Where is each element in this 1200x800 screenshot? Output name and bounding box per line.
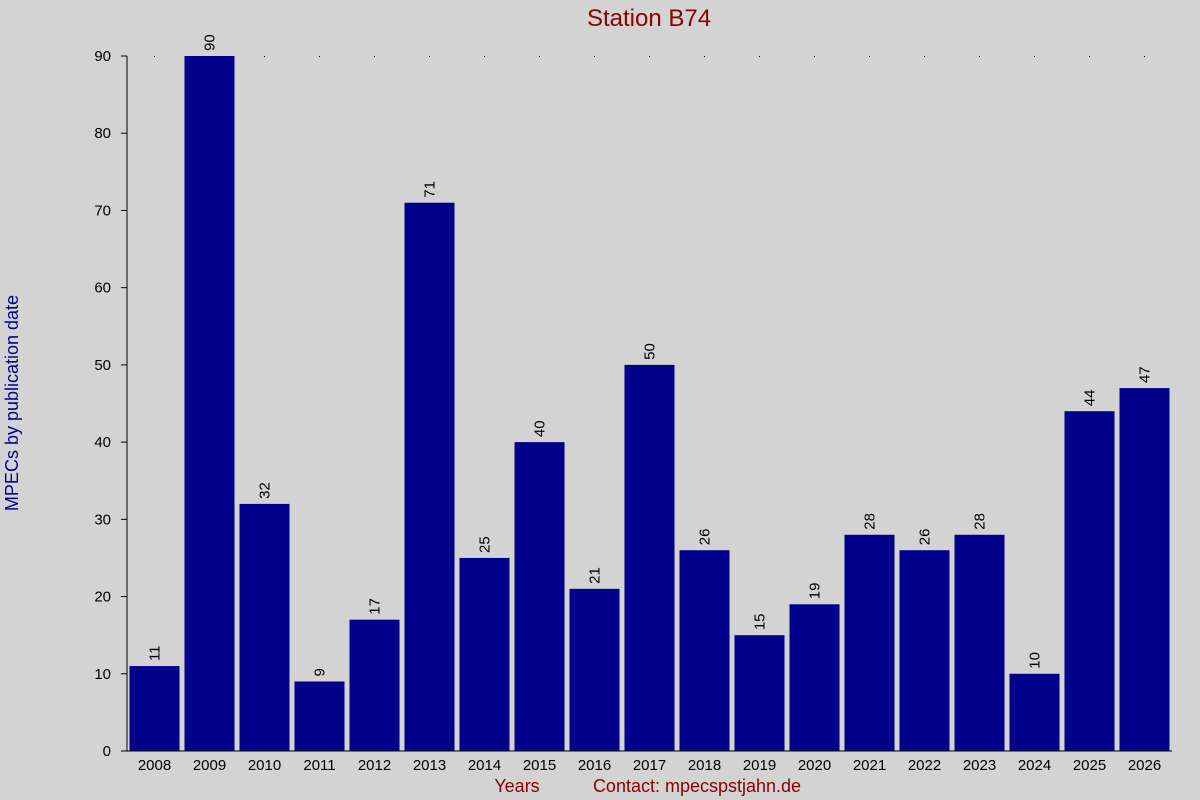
data-label-2010: 32 (257, 482, 274, 499)
data-label-2009: 90 (202, 34, 219, 51)
top-dot (649, 56, 650, 57)
bar-2019 (734, 635, 785, 751)
y-tick-label: 40 (94, 434, 111, 451)
top-dot (209, 56, 210, 57)
y-tick-label: 60 (94, 280, 111, 297)
x-tick-label: 2021 (853, 757, 886, 774)
x-tick-label: 2022 (908, 757, 941, 774)
y-tick-label: 90 (94, 48, 111, 65)
x-tick-label: 2008 (138, 757, 171, 774)
x-tick-label: 2015 (523, 757, 556, 774)
bar-2025 (1064, 411, 1115, 751)
y-tick-label: 10 (94, 666, 111, 683)
y-tick-label: 70 (94, 202, 111, 219)
data-label-2025: 44 (1082, 390, 1099, 407)
top-dot (484, 56, 485, 57)
y-axis-label: MPECs by publication date (2, 295, 22, 511)
data-label-2008: 11 (147, 645, 164, 661)
x-tick-label: 2010 (248, 757, 281, 774)
top-dot (319, 56, 320, 57)
x-axis-label: Years (494, 776, 539, 796)
x-tick-label: 2012 (358, 757, 391, 774)
top-dot (594, 56, 595, 57)
top-dot (374, 56, 375, 57)
data-label-2012: 17 (367, 598, 384, 615)
y-tick-label: 20 (94, 589, 111, 606)
y-tick-label: 0 (103, 743, 111, 760)
x-tick-label: 2011 (303, 757, 335, 774)
data-label-2020: 19 (807, 583, 824, 600)
bar-2021 (844, 534, 895, 751)
bar-2011 (294, 681, 345, 751)
bars-group (129, 56, 1170, 751)
top-dot (814, 56, 815, 57)
x-tick-label: 2016 (578, 757, 611, 774)
bar-2008 (129, 666, 180, 751)
x-tick-label: 2024 (1018, 757, 1051, 774)
top-dot (704, 56, 705, 57)
data-label-2024: 10 (1027, 652, 1044, 669)
top-dot (759, 56, 760, 57)
data-label-2015: 40 (532, 420, 549, 437)
top-dot (1089, 56, 1090, 57)
chart-title: Station B74 (587, 5, 711, 32)
x-tick-label: 2026 (1128, 757, 1161, 774)
top-dot (154, 56, 155, 57)
data-label-2021: 28 (862, 513, 879, 530)
top-dot (1144, 56, 1145, 57)
x-tick-label: 2014 (468, 757, 501, 774)
bar-2016 (569, 588, 620, 751)
bar-2026 (1119, 388, 1170, 751)
top-dot (1034, 56, 1035, 57)
top-dot (429, 56, 430, 57)
bar-2014 (459, 557, 510, 751)
bar-2024 (1009, 673, 1060, 751)
x-tick-label: 2023 (963, 757, 996, 774)
y-axis: 0 10 20 30 40 50 60 70 80 90 (94, 48, 128, 760)
data-label-2017: 50 (642, 343, 659, 360)
bar-2017 (624, 364, 675, 751)
x-tick-label: 2020 (798, 757, 831, 774)
data-label-2026: 47 (1137, 366, 1154, 383)
top-dot (869, 56, 870, 57)
bar-2013 (404, 202, 455, 751)
x-tick-label: 2025 (1073, 757, 1106, 774)
x-tick-label: 2019 (743, 757, 776, 774)
data-label-2014: 25 (477, 536, 494, 553)
data-label-2022: 26 (917, 529, 934, 546)
top-dot (924, 56, 925, 57)
top-dots-group (154, 56, 1145, 57)
data-label-2023: 28 (972, 513, 989, 530)
x-tick-label: 2013 (413, 757, 446, 774)
data-label-2019: 15 (752, 613, 769, 630)
top-dot (539, 56, 540, 57)
bar-2009 (184, 56, 235, 751)
bar-2022 (899, 550, 950, 751)
data-label-2011: 9 (312, 668, 329, 676)
x-tick-label: 2017 (633, 757, 666, 774)
contact-label: Contact: mpecspstjahn.de (593, 776, 801, 796)
top-dot (264, 56, 265, 57)
data-label-2018: 26 (697, 529, 714, 546)
y-tick-label: 30 (94, 511, 111, 528)
bar-2010 (239, 503, 290, 751)
top-dot (979, 56, 980, 57)
data-labels-group: 11 90 32 9 17 71 25 40 21 50 26 15 19 28 26 28 10 44 47 (147, 34, 1154, 676)
y-tick-label: 50 (94, 357, 111, 374)
bar-2012 (349, 619, 400, 751)
data-label-2013: 71 (422, 181, 439, 198)
bar-2018 (679, 550, 730, 751)
x-axis: 2008 2009 2010 2011 2012 2013 2014 2015 2016 2017… (127, 750, 1172, 774)
bar-2020 (789, 604, 840, 751)
bar-2015 (514, 442, 565, 751)
data-label-2016: 21 (587, 567, 604, 584)
x-tick-label: 2018 (688, 757, 721, 774)
bar-2023 (954, 534, 1005, 751)
y-tick-label: 80 (94, 125, 111, 142)
x-tick-label: 2009 (193, 757, 226, 774)
